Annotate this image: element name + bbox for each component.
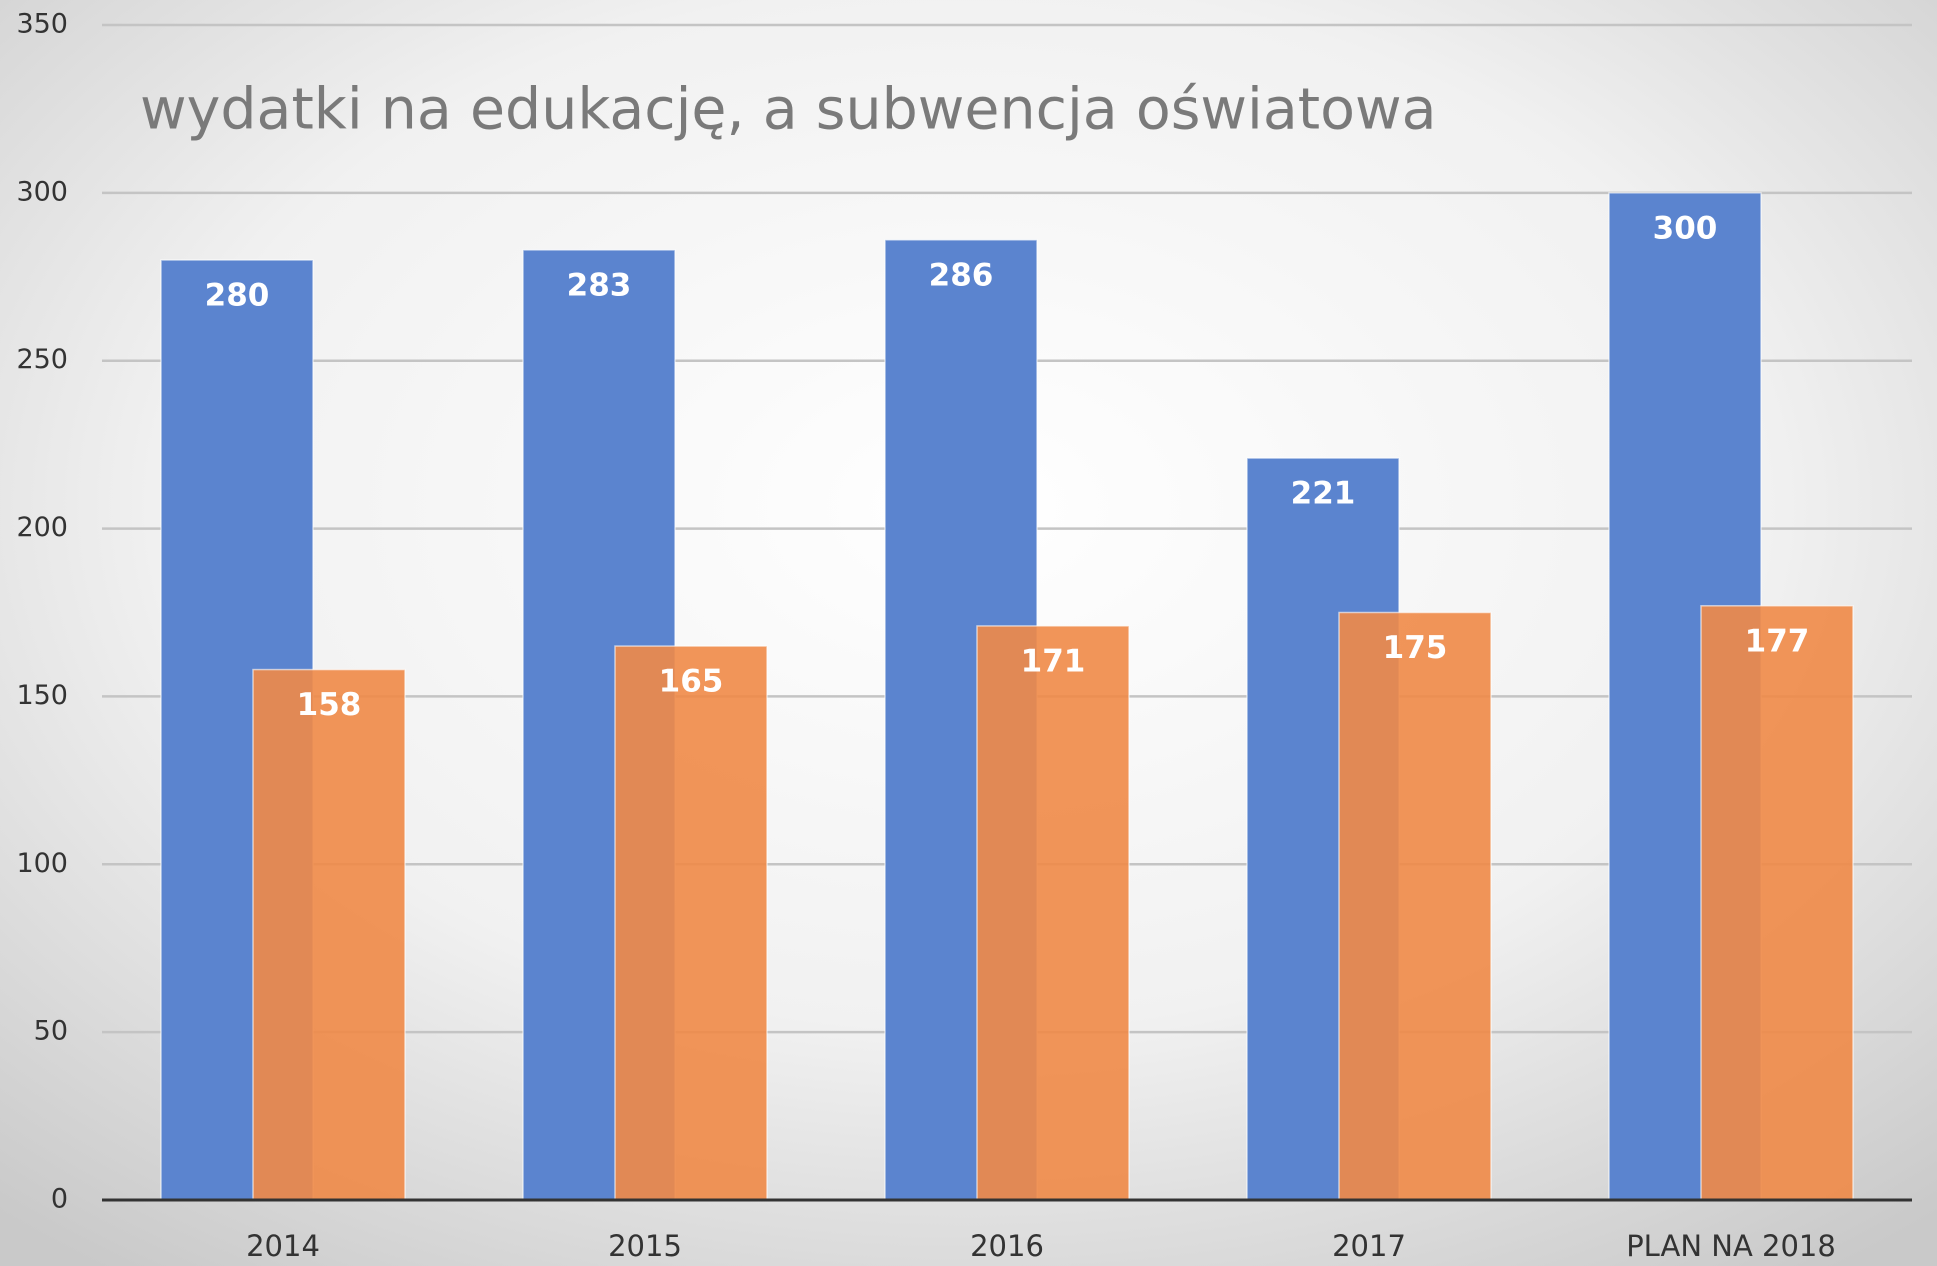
bar xyxy=(252,668,406,1201)
data-label: 165 xyxy=(659,664,724,700)
data-label: 300 xyxy=(1653,210,1718,246)
x-tick-label: 2015 xyxy=(608,1229,682,1263)
y-tick-label: 250 xyxy=(16,344,68,375)
chart-title: wydatki na edukację, a subwencja oświato… xyxy=(140,77,1437,143)
y-tick-label: 350 xyxy=(16,9,68,40)
bar xyxy=(614,645,768,1201)
data-label: 175 xyxy=(1383,630,1448,666)
data-label: 171 xyxy=(1021,643,1086,679)
x-tick-label: 2017 xyxy=(1332,1229,1406,1263)
data-label: 158 xyxy=(297,687,362,723)
y-tick-label: 0 xyxy=(51,1184,68,1215)
data-label: 177 xyxy=(1745,623,1810,659)
y-tick-label: 150 xyxy=(16,680,68,711)
y-tick-label: 300 xyxy=(16,176,68,207)
bar xyxy=(976,625,1130,1201)
y-tick-label: 50 xyxy=(34,1016,68,1047)
data-label: 286 xyxy=(929,257,994,293)
y-tick-label: 100 xyxy=(16,848,68,879)
x-tick-label: 2014 xyxy=(246,1229,320,1263)
data-label: 280 xyxy=(205,278,270,314)
x-tick-label: PLAN NA 2018 xyxy=(1626,1229,1836,1263)
data-label: 221 xyxy=(1291,476,1356,512)
bar xyxy=(1338,611,1492,1201)
data-label: 283 xyxy=(567,267,632,303)
bar xyxy=(1700,605,1854,1201)
x-tick-label: 2016 xyxy=(970,1229,1044,1263)
y-tick-label: 200 xyxy=(16,512,68,543)
